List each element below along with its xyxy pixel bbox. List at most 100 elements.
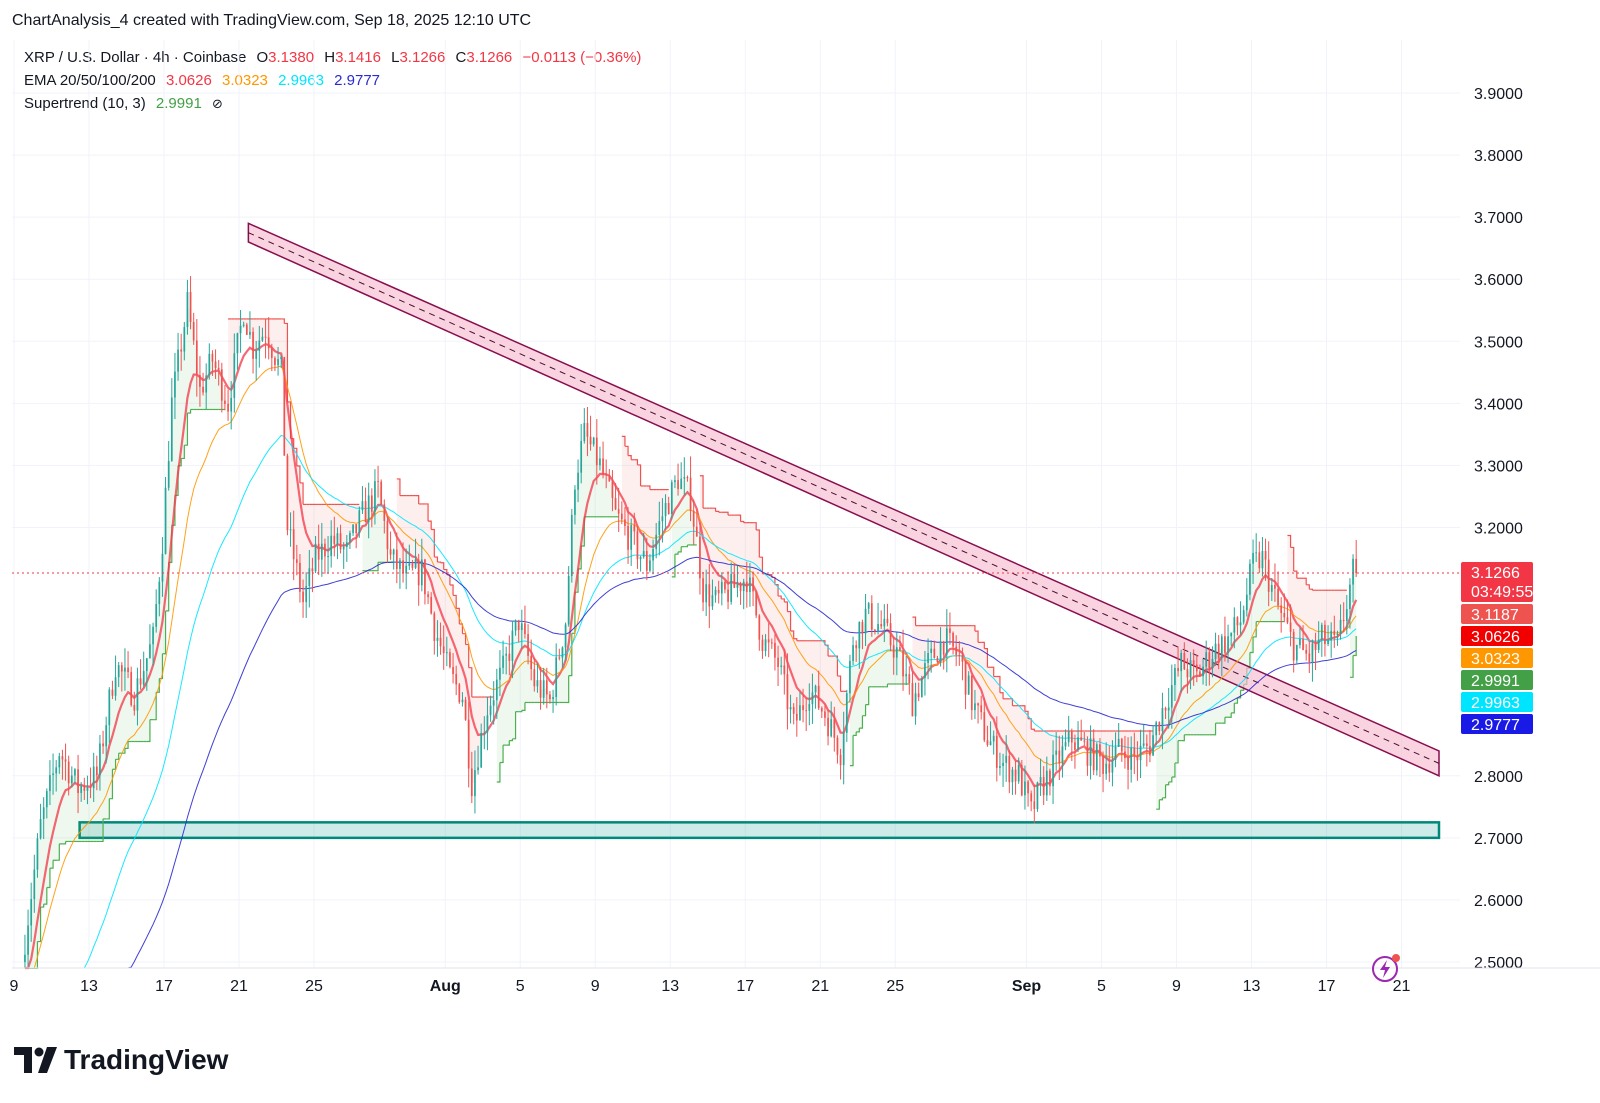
candle-down <box>1086 736 1089 776</box>
candle-down <box>1333 615 1336 648</box>
candle-body <box>980 705 983 713</box>
candle-body <box>1277 588 1279 606</box>
candle-up <box>1114 732 1117 768</box>
candle-body <box>1049 770 1051 787</box>
supertrend-fill-segment <box>121 668 125 754</box>
candle-up <box>1233 607 1236 649</box>
supertrend-line-segment <box>859 715 864 729</box>
candle-up <box>845 689 848 742</box>
lightning-bolt-icon[interactable] <box>1371 953 1401 983</box>
candle-down <box>292 510 295 581</box>
candle-body <box>1052 754 1054 787</box>
candle-body <box>645 551 648 571</box>
candle-body <box>36 838 39 870</box>
supertrend-line-segment <box>1168 776 1173 783</box>
trendline-midline <box>248 232 1440 764</box>
candle-body <box>1267 559 1270 592</box>
supertrend-fill-segment <box>1040 731 1044 787</box>
candle-body <box>1102 756 1104 774</box>
hidden-eye-icon[interactable]: ⊘ <box>211 96 223 111</box>
supertrend-line-segment <box>415 495 420 504</box>
candle-body <box>1286 617 1289 623</box>
candle-up <box>164 476 167 555</box>
candle-body <box>258 340 261 351</box>
candle-down <box>1092 729 1095 775</box>
candle-body <box>911 683 914 717</box>
supertrend-line-segment <box>121 748 126 754</box>
supertrend-fill-segment <box>640 485 644 559</box>
candle-body <box>777 657 779 667</box>
candle-up <box>349 530 351 550</box>
candle-down <box>1186 658 1189 694</box>
candle-body <box>1033 801 1036 810</box>
candle-body <box>299 562 301 592</box>
candle-up <box>420 538 423 592</box>
candle-body <box>1255 552 1258 554</box>
supertrend-fill-segment <box>456 608 460 694</box>
candle-body <box>1149 746 1151 756</box>
candle-up <box>33 854 36 913</box>
candle-body <box>789 707 792 710</box>
supertrend-fill-segment <box>743 522 747 587</box>
ema-row[interactable]: EMA 20/50/100/200 3.0626 3.0323 2.9963 2… <box>24 69 641 92</box>
candle-down <box>139 659 142 690</box>
candle-down <box>189 276 192 330</box>
candle-body <box>483 732 486 734</box>
supertrend-fill-segment <box>440 562 444 650</box>
supertrend-fill-segment <box>790 631 794 711</box>
candle-body <box>352 524 354 534</box>
supertrend-line-segment <box>984 648 989 668</box>
supertrend-row[interactable]: Supertrend (10, 3) 2.9991 ⊘ <box>24 92 641 115</box>
candle-body <box>1077 737 1079 750</box>
candle-up <box>183 321 186 361</box>
candle-down <box>861 619 864 650</box>
supertrend-line-segment <box>990 666 995 677</box>
candle-body <box>1330 630 1333 641</box>
candle-body <box>920 678 923 698</box>
candle-down <box>889 613 892 652</box>
candle-down <box>286 453 289 536</box>
candle-up <box>1339 604 1342 640</box>
supertrend-line-segment <box>153 692 157 721</box>
candle-down <box>458 682 461 704</box>
supertrend-line-segment <box>284 322 289 402</box>
candle-body <box>458 684 461 703</box>
candle-body <box>224 400 226 404</box>
supertrend-line-segment <box>434 556 439 563</box>
candle-up <box>342 542 345 569</box>
candle-body <box>633 525 636 532</box>
tradingview-logo[interactable]: TradingView <box>14 1044 228 1076</box>
candle-up <box>49 760 51 806</box>
candle-down <box>430 592 433 615</box>
supertrend-fill-segment <box>1046 731 1050 783</box>
supertrend-line-segment <box>506 740 510 746</box>
candle-body <box>111 689 114 696</box>
candle-body <box>999 766 1001 768</box>
candle-up <box>683 457 686 496</box>
candle-down <box>961 647 964 681</box>
candle-down <box>1124 735 1126 769</box>
candle-body <box>983 712 986 741</box>
symbol-label[interactable]: XRP / U.S. Dollar · 4h · Coinbase <box>24 49 247 66</box>
candle-down <box>667 496 670 515</box>
candle-up <box>1055 732 1058 771</box>
candle-body <box>236 333 239 354</box>
candle-body <box>711 595 714 607</box>
supertrend-line-segment <box>712 507 717 512</box>
close-label: C <box>455 49 467 66</box>
candle-up <box>511 620 514 679</box>
candle-down <box>817 670 820 710</box>
candle-body <box>502 655 504 668</box>
candle-body <box>183 327 186 352</box>
supertrend-fill-segment <box>596 451 600 517</box>
candle-body <box>361 501 364 511</box>
candle-body <box>877 624 879 632</box>
candle-body <box>1020 765 1023 796</box>
chart-grid <box>12 40 1460 968</box>
candle-up <box>161 537 164 597</box>
candle-up <box>520 609 523 649</box>
candle-body <box>486 715 489 733</box>
candle-down <box>908 666 911 695</box>
supertrend-line-segment <box>293 447 298 467</box>
